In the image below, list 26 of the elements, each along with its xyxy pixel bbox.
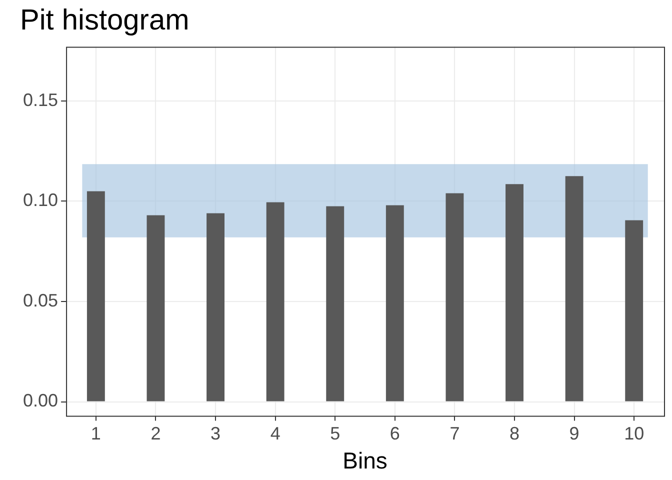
bar — [506, 184, 524, 402]
y-tick-label: 0.00 — [22, 390, 58, 411]
bar — [625, 220, 644, 402]
y-tick-label: 0.10 — [22, 190, 58, 210]
x-axis-title: Bins — [342, 448, 388, 474]
bar — [206, 213, 224, 402]
bar — [386, 205, 404, 402]
bar — [146, 215, 165, 402]
bar — [326, 206, 344, 402]
x-tick-label: 9 — [569, 424, 580, 444]
x-tick-label: 5 — [330, 424, 340, 444]
x-tick-label: 4 — [270, 424, 280, 444]
x-tick-label: 2 — [150, 424, 161, 444]
x-tick-label: 7 — [450, 424, 460, 444]
bar — [446, 193, 464, 402]
x-tick-label: 3 — [210, 424, 221, 444]
x-tick-label: 8 — [510, 424, 520, 444]
x-tick-label: 6 — [390, 424, 400, 444]
bar — [266, 202, 284, 402]
chart-title: Pit histogram — [20, 4, 190, 36]
bar — [565, 176, 584, 402]
bar — [86, 191, 105, 402]
y-tick-label: 0.15 — [22, 90, 58, 110]
x-tick-label: 1 — [90, 424, 101, 444]
y-tick-label: 0.05 — [22, 290, 58, 310]
x-tick-label: 10 — [624, 424, 644, 444]
